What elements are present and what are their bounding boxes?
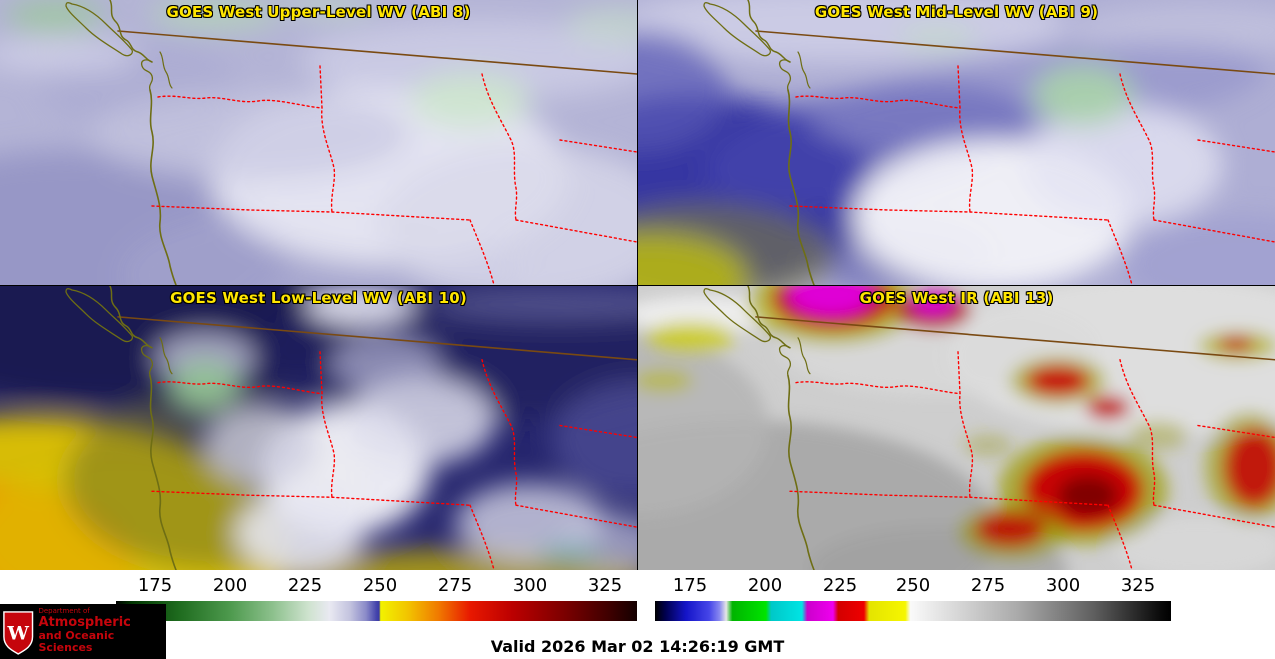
satellite-image-abi13 [638,286,1275,570]
wv-colorbar-tick-label: 250 [362,575,398,596]
ir-colorbar-tick-label: 175 [672,575,708,596]
wv-colorbar-tick-label: 200 [212,575,248,596]
wv-colorbar-tick-label: 275 [437,575,473,596]
valid-time-label: Valid 2026 Mar 02 14:26:19 GMT [490,637,785,656]
panel-ir-abi13: GOES West IR (ABI 13) [638,286,1275,570]
colorbar-tick-row: 175 200 225 250 275 300 325 175 200 225 250 275 300 3… [0,575,1275,598]
logo-oceanic-sciences: and Oceanic Sciences [38,629,115,655]
satellite-image-abi8 [0,0,637,285]
uw-monogram: W [7,622,30,644]
uw-crest-icon: W [3,610,34,655]
satellite-image-abi9 [638,0,1275,285]
wv-colorbar-tick-label: 225 [287,575,323,596]
panel-mid-level-wv-abi9: GOES West Mid-Level WV (ABI 9) [638,0,1275,285]
logo-text-block: Department of Atmospheric and Oceanic Sc… [38,608,166,654]
panel-low-level-wv-abi10: GOES West Low-Level WV (ABI 10) [0,286,637,570]
wv-colorbar-tick-label: 300 [512,575,548,596]
wv-colorbar [116,601,637,621]
uw-aos-logo: W Department of Atmospheric and Oceanic … [0,604,166,659]
ir-colorbar-tick-label: 275 [970,575,1006,596]
ir-colorbar-tick-label: 225 [822,575,858,596]
ir-colorbar [655,601,1171,621]
panel-upper-level-wv-abi8: GOES West Upper-Level WV (ABI 8) [0,0,637,285]
wv-colorbar-tick-label: 325 [587,575,623,596]
satellite-image-abi10 [0,286,637,570]
wv-colorbar-tick-label: 175 [137,575,173,596]
ir-colorbar-tick-label: 250 [895,575,931,596]
ir-colorbar-tick-label: 300 [1045,575,1081,596]
ir-colorbar-tick-label: 200 [747,575,783,596]
ir-colorbar-tick-label: 325 [1120,575,1156,596]
satellite-panel-grid: GOES West Upper-Level WV (ABI 8) [0,0,1275,570]
logo-atmospheric: Atmospheric [38,615,131,631]
logo-department-of: Department of [38,607,90,616]
